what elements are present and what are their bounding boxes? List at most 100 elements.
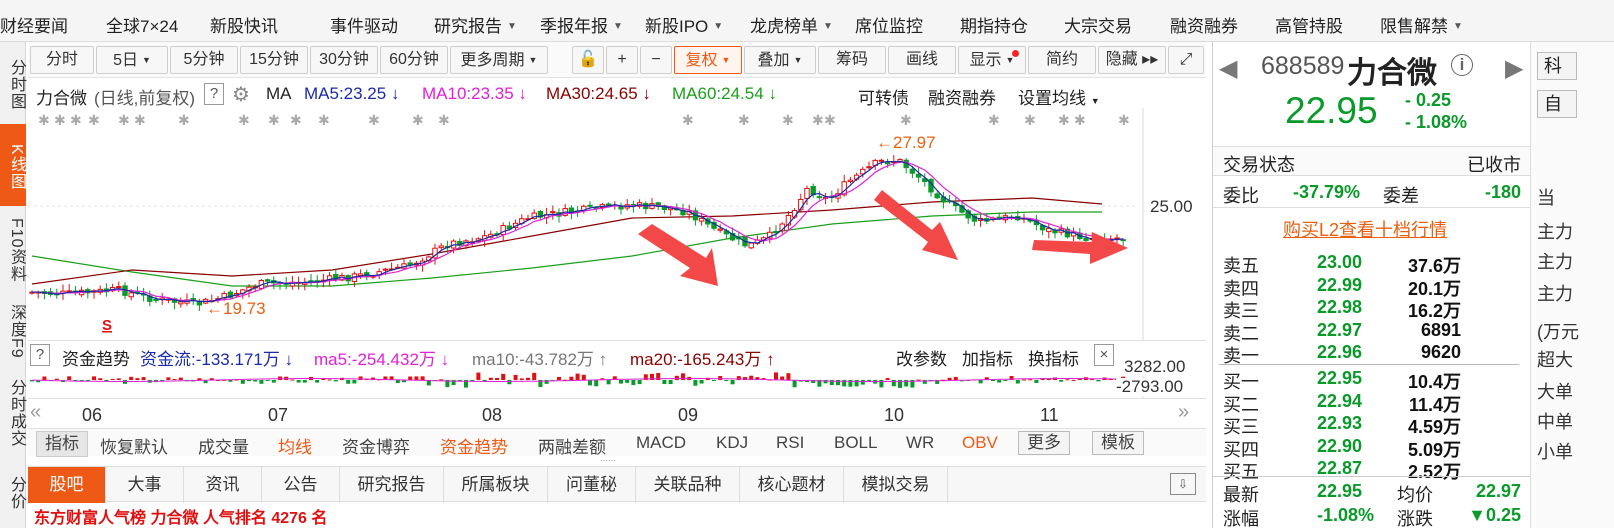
candle-body: [816, 196, 823, 199]
indicator-tab[interactable]: KDJ: [716, 433, 749, 452]
side-button[interactable]: 自: [1537, 90, 1577, 118]
fund-bar: [290, 379, 295, 381]
kline-chart[interactable]: 25.00 ←27.97 ←19.73 S: [28, 108, 1206, 340]
bid-row[interactable]: 买四 22.90 5.09万: [1213, 436, 1523, 460]
period-button[interactable]: 60分钟: [380, 46, 448, 74]
view-tab[interactable]: K线图: [0, 124, 26, 206]
period-button[interactable]: 复权 ▼: [674, 46, 742, 74]
buy-l2-link[interactable]: 购买L2查看十档行情: [1283, 220, 1448, 240]
news-ticker[interactable]: 东方财富人气榜 力合微 人气排名 4276 名: [28, 502, 1206, 528]
bottom-tab[interactable]: 所属板块: [444, 467, 548, 503]
bottom-tab[interactable]: 问董秘: [548, 467, 636, 503]
period-button[interactable]: 隐藏 ▸▸: [1098, 46, 1166, 74]
menu-item[interactable]: 全球7×24: [106, 12, 178, 37]
next-stock-icon[interactable]: ▶: [1505, 55, 1524, 82]
menu-item[interactable]: 席位监控: [855, 12, 923, 37]
indicator-tab[interactable]: 成交量: [198, 438, 249, 457]
menu-item[interactable]: 期指持仓: [960, 12, 1028, 37]
scroll-left-button[interactable]: «: [30, 401, 42, 423]
period-button[interactable]: 筹码: [818, 46, 886, 74]
indicator-help-button[interactable]: ?: [30, 344, 50, 366]
period-button[interactable]: 5日 ▼: [96, 46, 168, 74]
ask-row[interactable]: 卖四 22.99 20.1万: [1213, 275, 1523, 299]
indicator-tab[interactable]: 资金趋势: [440, 438, 508, 457]
menu-item[interactable]: 新股IPO ▼: [645, 12, 723, 37]
view-tab[interactable]: 分价: [8, 476, 25, 510]
legend-help-button[interactable]: ?: [204, 83, 224, 105]
view-tab[interactable]: 深度F9: [8, 303, 25, 359]
menu-item[interactable]: 事件驱动: [330, 12, 398, 37]
indicator-tab[interactable]: 均线: [278, 438, 312, 457]
indicator-tab[interactable]: 资金博弈: [342, 438, 410, 457]
bid-row[interactable]: 买一 22.95 10.4万: [1213, 368, 1523, 392]
ask-row[interactable]: 卖二 22.97 6891: [1213, 320, 1523, 344]
download-icon[interactable]: ⇩: [1170, 473, 1196, 495]
fund-bar: [681, 373, 685, 380]
menu-item[interactable]: 研究报告 ▼: [434, 12, 517, 37]
edit-params-link[interactable]: 改参数: [896, 350, 947, 369]
indicator-tab[interactable]: 更多: [1018, 431, 1070, 455]
ask-row[interactable]: 卖三 22.98 16.2万: [1213, 297, 1523, 321]
indicator-tab[interactable]: 两融差额: [538, 438, 606, 457]
period-button[interactable]: 30分钟: [310, 46, 378, 74]
menu-item[interactable]: 新股快讯: [210, 12, 278, 37]
bottom-tab[interactable]: 研究报告: [340, 467, 444, 503]
side-button[interactable]: 科: [1537, 52, 1577, 80]
scroll-right-button[interactable]: »: [1178, 401, 1190, 423]
period-button[interactable]: 5分钟: [170, 46, 238, 74]
view-tab[interactable]: F10资料: [8, 217, 25, 283]
menu-item[interactable]: 融资融券: [1170, 12, 1238, 37]
period-button[interactable]: 🔓: [572, 46, 604, 74]
bid-row[interactable]: 买三 22.93 4.59万: [1213, 413, 1523, 437]
indicator-tab[interactable]: OBV: [962, 433, 998, 452]
period-button[interactable]: 15分钟: [240, 46, 308, 74]
fund-bar: [526, 377, 530, 380]
bottom-tab[interactable]: 模拟交易: [844, 467, 948, 503]
gear-icon[interactable]: ⚙: [232, 84, 250, 106]
margin-trading-link[interactable]: 融资融券: [928, 89, 996, 108]
ask-row[interactable]: 卖五 23.00 37.6万: [1213, 252, 1523, 276]
period-button[interactable]: 叠加 ▼: [744, 46, 816, 74]
convertible-bond-link[interactable]: 可转债: [858, 89, 909, 108]
indicator-tab[interactable]: 恢复默认: [100, 438, 168, 457]
period-button[interactable]: +: [606, 46, 638, 74]
change-indicator-link[interactable]: 换指标: [1028, 350, 1079, 369]
menu-item[interactable]: 财经要闻: [0, 12, 68, 37]
bottom-tab[interactable]: 核心题材: [740, 467, 844, 503]
period-button[interactable]: −: [640, 46, 672, 74]
period-button[interactable]: 分时: [30, 46, 94, 74]
indicator-tab[interactable]: 指标: [36, 431, 88, 457]
period-button[interactable]: 更多周期 ▼: [450, 46, 548, 74]
bottom-tab[interactable]: 公告: [262, 467, 340, 503]
add-indicator-link[interactable]: 加指标: [962, 350, 1013, 369]
indicator-tab[interactable]: BOLL: [834, 433, 878, 452]
bottom-tab[interactable]: 大事: [106, 467, 184, 503]
menu-item[interactable]: 高管持股: [1275, 12, 1343, 37]
indicator-tab[interactable]: 模板: [1092, 431, 1144, 455]
indicator-tab[interactable]: RSI: [776, 433, 805, 452]
period-button[interactable]: ⤢: [1168, 46, 1204, 74]
bottom-tab[interactable]: 股吧: [28, 467, 106, 503]
bottom-tab[interactable]: 关联品种: [636, 467, 740, 503]
bid-row[interactable]: 买二 22.94 11.4万: [1213, 391, 1523, 415]
menu-item[interactable]: 季报年报 ▼: [540, 12, 623, 37]
prev-stock-icon[interactable]: ◀: [1219, 55, 1238, 82]
set-ma-link[interactable]: 设置均线 ▼: [1018, 89, 1100, 108]
indicator-tab[interactable]: MACD: [636, 433, 687, 452]
menu-item[interactable]: 限售解禁 ▼: [1380, 12, 1463, 37]
ask-row[interactable]: 卖一 22.96 9620: [1213, 342, 1523, 366]
period-button[interactable]: 画线: [888, 46, 956, 74]
bottom-tab[interactable]: 资讯: [184, 467, 262, 503]
close-indicator-button[interactable]: ×: [1094, 344, 1114, 366]
view-tab[interactable]: 分时成交: [8, 379, 25, 447]
menu-item[interactable]: 大宗交易: [1064, 12, 1132, 37]
info-icon[interactable]: i: [1451, 54, 1473, 76]
menu-item[interactable]: 龙虎榜单 ▼: [750, 12, 833, 37]
bid-row[interactable]: 买五 22.87 2.52万: [1213, 458, 1523, 482]
indicator-tab[interactable]: WR: [906, 433, 935, 452]
fund-trend-chart[interactable]: [28, 368, 1206, 398]
sell-signal-icon[interactable]: S: [102, 317, 112, 334]
splitter-handle[interactable]: ⋯⋯: [600, 456, 616, 465]
view-tab[interactable]: 分时图: [8, 58, 25, 110]
period-button[interactable]: 简约: [1028, 46, 1096, 74]
